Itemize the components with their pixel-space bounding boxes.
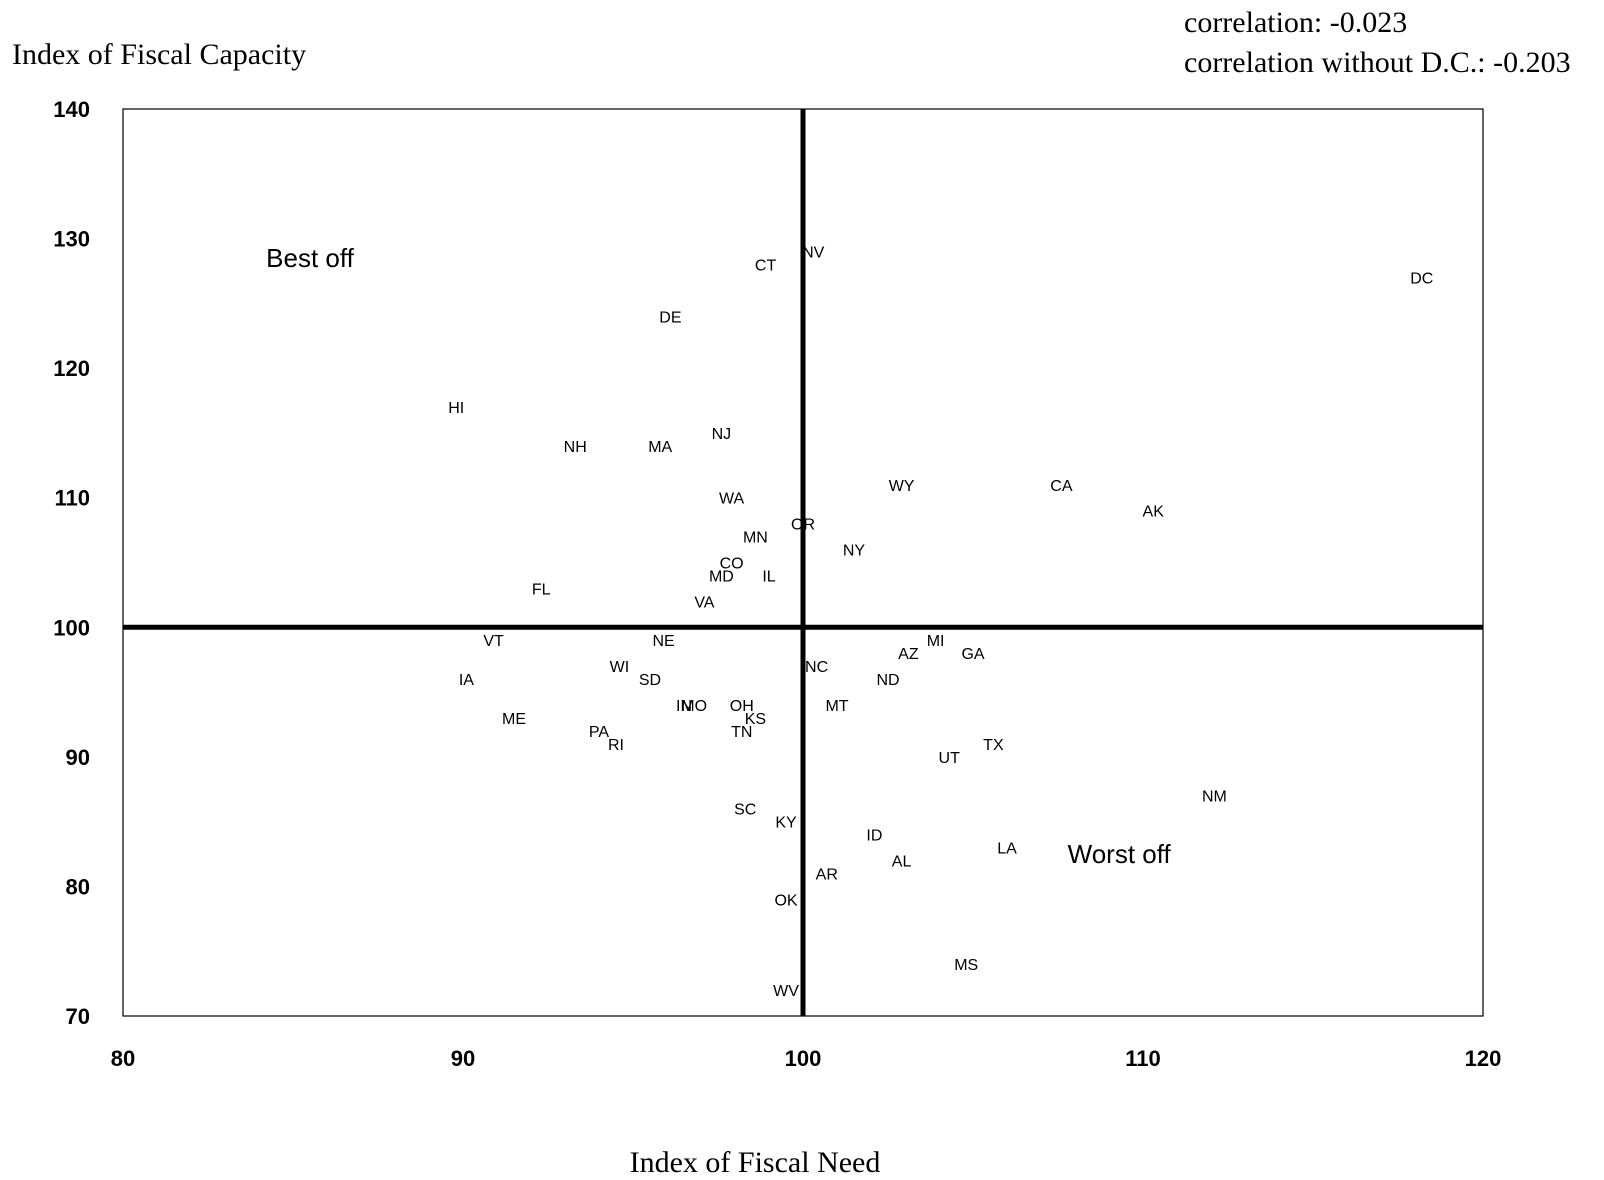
- point-label: VA: [694, 594, 714, 611]
- point-label: NH: [564, 439, 587, 456]
- point-label: AZ: [898, 646, 919, 663]
- y-tick-label: 70: [66, 1004, 90, 1029]
- y-tick-label: 90: [66, 745, 90, 770]
- point-label: ID: [866, 828, 882, 845]
- point-label: PA: [589, 724, 609, 741]
- point-label: RI: [608, 737, 624, 754]
- point-label: AR: [816, 866, 838, 883]
- point-label: SD: [639, 672, 661, 689]
- y-axis-title: Index of Fiscal Capacity: [12, 38, 306, 71]
- point-label: KS: [745, 711, 766, 728]
- point-label: IN: [676, 698, 692, 715]
- point-label: OR: [791, 517, 815, 534]
- point-label: OK: [774, 892, 797, 909]
- point-label: KY: [775, 815, 797, 832]
- point-label: CT: [755, 257, 777, 274]
- point-label: AL: [892, 854, 912, 871]
- point-label: WV: [773, 983, 799, 1000]
- point-label: MN: [743, 530, 768, 547]
- y-tick-label: 80: [66, 874, 90, 899]
- point-label: FL: [532, 581, 551, 598]
- y-tick-label: 140: [53, 97, 90, 122]
- point-label: NJ: [712, 426, 732, 443]
- point-label: NV: [802, 245, 825, 262]
- point-label: IL: [762, 568, 775, 585]
- point-label: MS: [954, 957, 978, 974]
- point-label: NM: [1202, 789, 1227, 806]
- annotation-label: Best off: [266, 243, 354, 273]
- x-tick-label: 100: [785, 1046, 822, 1071]
- point-label: MT: [825, 698, 848, 715]
- point-label: CA: [1050, 478, 1073, 495]
- point-label: MI: [927, 633, 945, 650]
- point-label: UT: [939, 750, 961, 767]
- point-label: TN: [731, 724, 752, 741]
- reference-lines: [123, 109, 1483, 1016]
- quadrant-annotations: Best off Worst off: [266, 243, 1171, 869]
- point-label: ME: [502, 711, 526, 728]
- point-label: NC: [805, 659, 828, 676]
- point-label: DC: [1410, 270, 1433, 287]
- x-tick-label: 120: [1465, 1046, 1502, 1071]
- y-tick-label: 110: [55, 486, 91, 511]
- point-label: MD: [709, 568, 734, 585]
- correlation-label: correlation: -0.023: [1184, 6, 1407, 39]
- point-label: SC: [734, 802, 756, 819]
- point-label: NY: [843, 543, 866, 560]
- point-label: OH: [730, 698, 754, 715]
- point-label: MA: [648, 439, 672, 456]
- y-tick-label: 130: [53, 227, 90, 252]
- point-label: WI: [610, 659, 630, 676]
- x-axis-ticks: 80 90 100 110 120: [111, 1046, 1502, 1071]
- point-label: VT: [483, 633, 504, 650]
- y-axis-ticks: 70 80 90 100 110 120 130 140: [53, 97, 90, 1029]
- x-axis-title: Index of Fiscal Need: [630, 1146, 881, 1175]
- point-label: MO: [681, 698, 707, 715]
- point-label: IA: [459, 672, 474, 689]
- point-label: WA: [719, 491, 745, 508]
- x-tick-label: 90: [451, 1046, 475, 1071]
- correlation-without-dc-label: correlation without D.C.: -0.203: [1184, 46, 1571, 79]
- y-tick-label: 120: [53, 356, 90, 381]
- point-label: TX: [983, 737, 1004, 754]
- y-tick-label: 100: [53, 615, 90, 640]
- x-tick-label: 80: [111, 1046, 135, 1071]
- point-label: NE: [652, 633, 674, 650]
- point-label: HI: [448, 400, 464, 417]
- point-label: CO: [720, 556, 744, 573]
- point-label: LA: [997, 841, 1017, 858]
- point-label: ND: [876, 672, 899, 689]
- point-label: AK: [1143, 504, 1165, 521]
- point-label: DE: [659, 309, 681, 326]
- point-label: GA: [961, 646, 984, 663]
- annotation-label: Worst off: [1068, 839, 1172, 869]
- point-label: WY: [889, 478, 915, 495]
- x-tick-label: 110: [1125, 1046, 1161, 1071]
